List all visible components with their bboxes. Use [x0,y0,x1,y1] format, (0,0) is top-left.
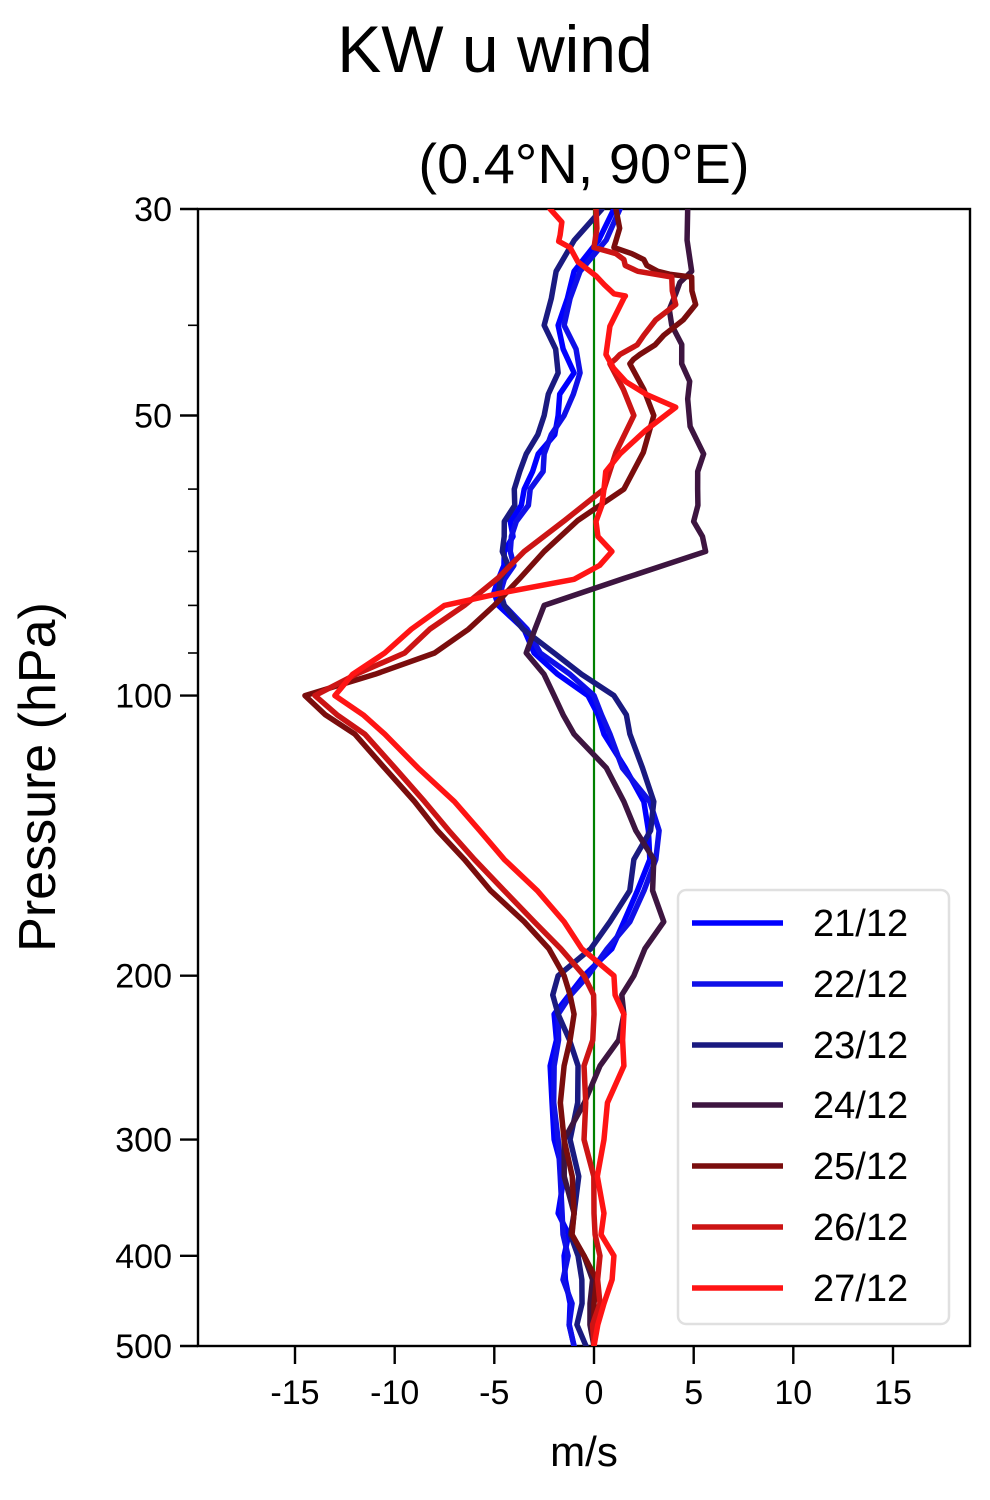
svg-text:-5: -5 [479,1374,509,1412]
svg-text:25/12: 25/12 [813,1146,908,1188]
svg-text:50: 50 [134,398,172,436]
svg-text:30: 30 [134,191,172,229]
svg-text:200: 200 [115,958,172,996]
svg-text:0: 0 [585,1374,604,1412]
svg-text:21/12: 21/12 [813,903,908,945]
svg-text:5: 5 [684,1374,703,1412]
svg-text:Pressure (hPa): Pressure (hPa) [9,602,67,952]
svg-text:-10: -10 [370,1374,419,1412]
svg-text:24/12: 24/12 [813,1085,908,1127]
svg-text:23/12: 23/12 [813,1025,908,1067]
svg-text:10: 10 [774,1374,812,1412]
svg-text:300: 300 [115,1122,172,1160]
svg-text:27/12: 27/12 [813,1268,908,1310]
svg-text:500: 500 [115,1328,172,1366]
svg-text:m/s: m/s [550,1428,618,1475]
svg-text:22/12: 22/12 [813,964,908,1006]
svg-text:100: 100 [115,678,172,716]
svg-text:400: 400 [115,1238,172,1276]
svg-text:15: 15 [874,1374,912,1412]
svg-text:-15: -15 [270,1374,319,1412]
svg-text:26/12: 26/12 [813,1207,908,1249]
